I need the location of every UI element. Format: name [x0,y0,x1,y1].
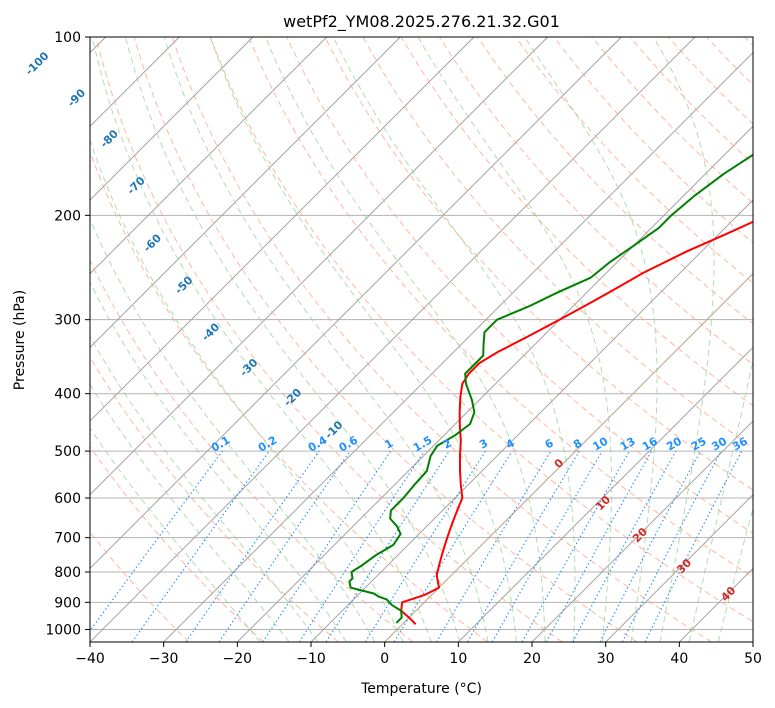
dewpoint-profile-line [348,153,753,624]
moist-adiabat-line [90,138,404,642]
isotherm-line [90,37,327,275]
dry-adiabat-line [286,37,753,534]
chart-title: wetPf2_YM08.2025.276.21.32.G01 [283,12,560,32]
dry-adiabat-line [90,259,414,642]
dry-adiabat-line [95,37,563,642]
isotherm-line [90,37,254,201]
isotherm-line [90,37,622,569]
isotherm-line [531,420,753,642]
isotherm-line [90,37,548,496]
moist-adiabat-line [90,383,290,642]
mixing-ratio-line [90,450,223,632]
mixing-ratio-line [325,450,450,642]
isotherm-line [237,125,753,642]
y-tick-label: 300 [54,313,81,329]
freezing-isotherm-line [384,272,753,642]
moist-adiabat-line [91,37,432,642]
x-tick-label: −10 [296,651,326,667]
isotherm-line [605,494,753,642]
isotherm-line [458,346,753,642]
y-axis-title: Pressure (hPa) [12,290,28,390]
x-tick-label: 40 [670,651,688,667]
axes-layer: −40 −30 −20 −10 0 10 20 30 40 50 1000 900 800 700 600 5… [45,30,762,667]
x-tick-label: 30 [597,651,615,667]
moist-adiabat-line [125,37,461,642]
dry-adiabat-line [515,37,753,284]
x-tick-label: 50 [744,651,762,667]
grid-layer [90,37,753,642]
mixing-ratio-line [393,450,513,642]
mixing-ratio-line [262,450,392,642]
moist-adiabat-line [417,37,613,642]
x-tick-label: −20 [223,651,253,667]
x-axis-title: Temperature (°C) [360,681,482,697]
isotherm-line [90,37,696,642]
moist-adiabat-line [332,37,576,642]
dry-adiabat-line [248,37,753,578]
mixing-ratio-line [218,450,351,642]
data-layer [348,153,753,625]
x-tick-label: −30 [149,651,179,667]
mixing-ratio-line [131,450,270,642]
moist-adiabat-line [717,506,753,642]
x-tick-label: 10 [449,651,467,667]
x-tick-label: 20 [523,651,541,667]
isotherm-line [163,52,753,642]
moist-adiabat-line [90,217,376,642]
y-tick-label: 700 [54,531,81,547]
dry-adiabat-line [210,37,753,623]
moist-adiabat-line [688,358,753,642]
dry-adiabat-line [90,445,264,642]
moist-adiabat-line [653,37,715,642]
dry-adiabat-line [90,356,339,642]
plot-frame [89,36,754,643]
moist-adiabat-line [265,37,546,642]
mixing-ratio-line [572,450,677,642]
y-tick-label: 200 [54,208,81,224]
isotherm-line [90,37,401,348]
mixing-ratio-line [185,450,320,642]
moist-adiabat-line [90,281,347,642]
moist-adiabat-line [90,427,261,642]
moist-adiabat-line [524,37,658,642]
dry-adiabat-line [324,37,753,491]
y-tick-label: 100 [54,30,81,46]
dry-adiabat-line [171,37,712,642]
y-tick-label: 400 [54,387,81,403]
x-tick-label: 0 [380,651,389,667]
mixing-ratio-line [545,450,653,642]
y-tick-label: 500 [54,444,81,460]
y-tick-label: 900 [54,595,81,611]
mixing-ratio-line [644,450,743,642]
moist-adiabat-line [90,335,319,642]
moist-adiabat-line [209,37,517,642]
mixing-ratio-line [298,450,425,642]
y-tick-label: 600 [54,491,81,507]
x-tick-label: −40 [75,651,105,667]
moist-adiabat-line [163,37,489,642]
mixing-ratio-line [521,450,630,642]
y-tick-label: 1000 [45,622,81,638]
temperature-profile-line [400,220,753,625]
isotherm-line [90,37,475,422]
y-tick-label: 800 [54,565,81,581]
